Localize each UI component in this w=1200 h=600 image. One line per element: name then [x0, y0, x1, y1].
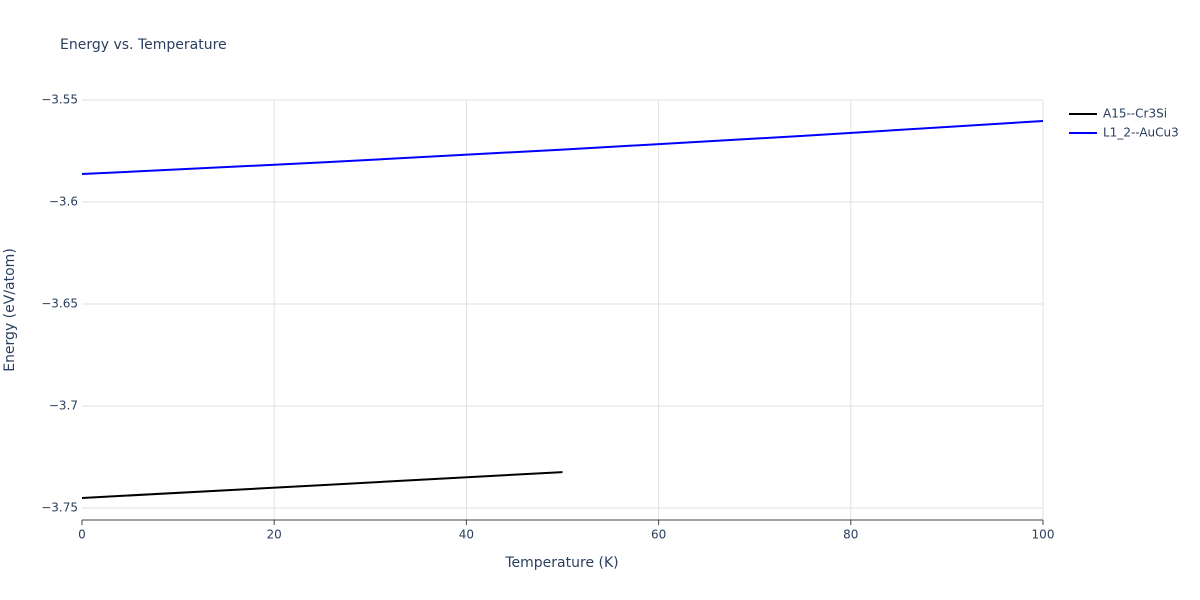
y-tick-label: −3.6 [49, 194, 78, 208]
x-tick-label: 0 [78, 528, 86, 542]
y-tick-label: −3.55 [41, 93, 78, 107]
y-tick-label: −3.65 [41, 296, 78, 310]
x-tick-label: 100 [1032, 528, 1055, 542]
line-series [81, 120, 1044, 176]
legend-label: L1_2--AuCu3 [1103, 126, 1179, 140]
line-series [81, 471, 563, 499]
chart-title: Energy vs. Temperature [60, 37, 227, 53]
x-tick-label: 20 [267, 528, 282, 542]
y-tick-label: −3.75 [41, 500, 78, 514]
y-axis-title: Energy (eV/atom) [2, 248, 18, 372]
x-tick-label: 80 [843, 528, 858, 542]
x-tick-label: 60 [651, 528, 666, 542]
x-axis-title: Temperature (K) [504, 555, 618, 571]
x-tick-label: 40 [459, 528, 474, 542]
legend-label: A15--Cr3Si [1103, 107, 1167, 121]
y-tick-label: −3.7 [49, 398, 78, 412]
